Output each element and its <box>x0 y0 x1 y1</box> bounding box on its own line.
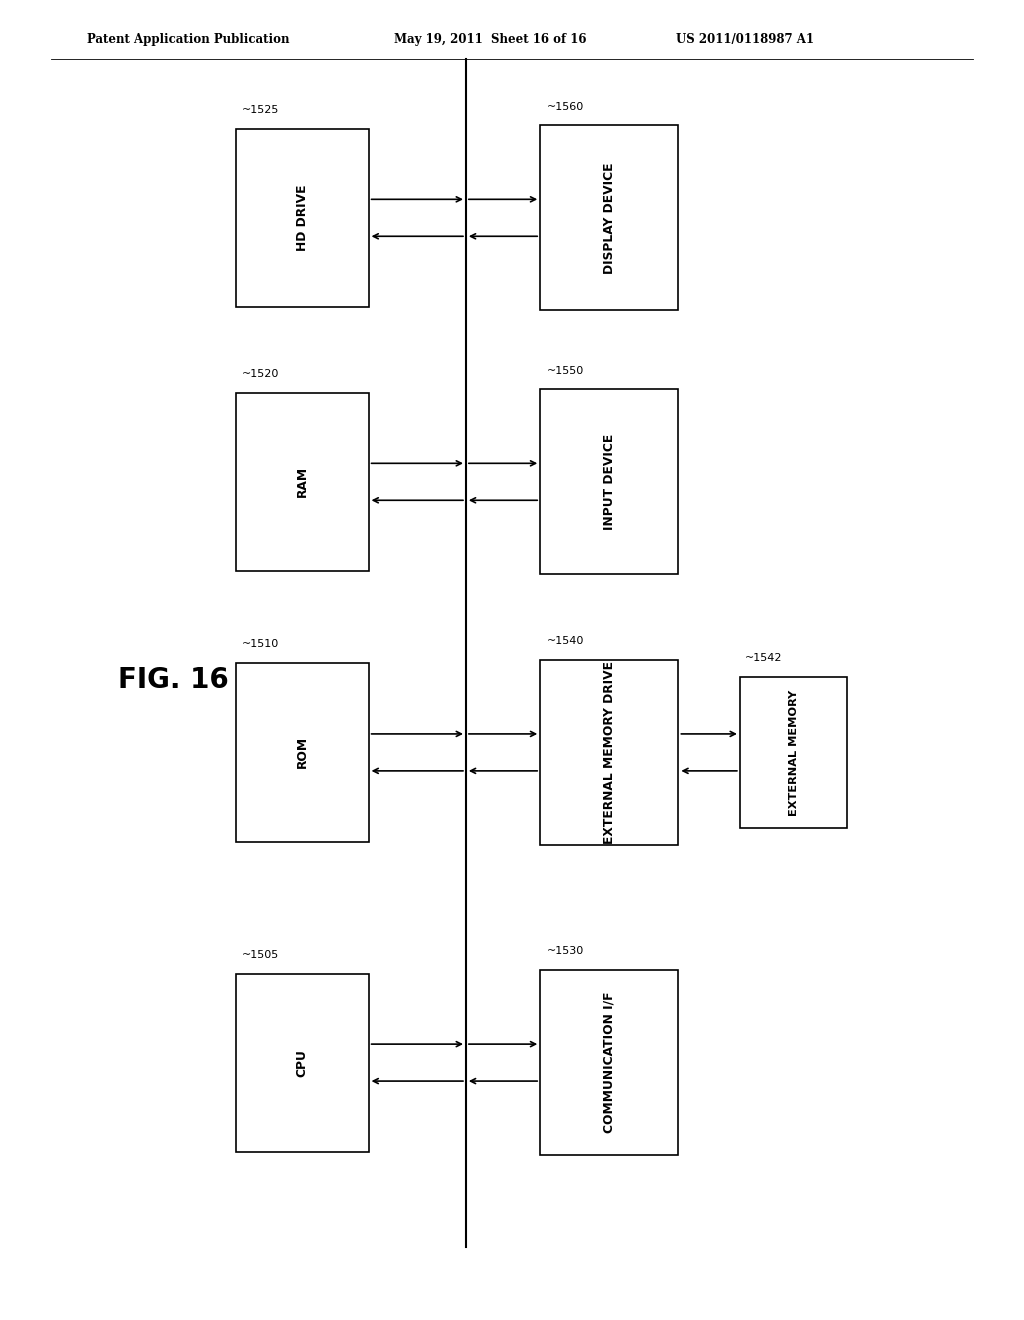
Bar <box>541 389 678 574</box>
Text: COMMUNICATION I/F: COMMUNICATION I/F <box>603 991 615 1134</box>
Text: DISPLAY DEVICE: DISPLAY DEVICE <box>603 162 615 273</box>
Text: CPU: CPU <box>296 1048 308 1077</box>
Bar <box>739 676 848 829</box>
Text: FIG. 16: FIG. 16 <box>118 665 228 694</box>
Text: US 2011/0118987 A1: US 2011/0118987 A1 <box>676 33 814 46</box>
Text: HD DRIVE: HD DRIVE <box>296 185 308 251</box>
Text: ROM: ROM <box>296 737 308 768</box>
Text: ~1530: ~1530 <box>547 946 585 957</box>
Text: ~1510: ~1510 <box>242 639 280 649</box>
Text: Patent Application Publication: Patent Application Publication <box>87 33 290 46</box>
Bar <box>236 129 369 308</box>
Text: ~1542: ~1542 <box>745 652 782 663</box>
Bar <box>236 663 369 842</box>
Bar <box>236 974 369 1151</box>
Bar <box>541 660 678 845</box>
Text: ~1505: ~1505 <box>242 949 280 960</box>
Text: ~1520: ~1520 <box>242 368 280 379</box>
Text: ~1540: ~1540 <box>547 636 585 647</box>
Text: INPUT DEVICE: INPUT DEVICE <box>603 434 615 529</box>
Text: RAM: RAM <box>296 466 308 498</box>
Bar <box>541 970 678 1155</box>
Text: ~1525: ~1525 <box>242 104 280 115</box>
Text: May 19, 2011  Sheet 16 of 16: May 19, 2011 Sheet 16 of 16 <box>394 33 587 46</box>
Text: ~1550: ~1550 <box>547 366 585 376</box>
Text: ~1560: ~1560 <box>547 102 585 112</box>
Text: EXTERNAL MEMORY DRIVE: EXTERNAL MEMORY DRIVE <box>603 661 615 843</box>
Bar <box>541 125 678 310</box>
Text: EXTERNAL MEMORY: EXTERNAL MEMORY <box>788 689 799 816</box>
Bar <box>236 393 369 570</box>
